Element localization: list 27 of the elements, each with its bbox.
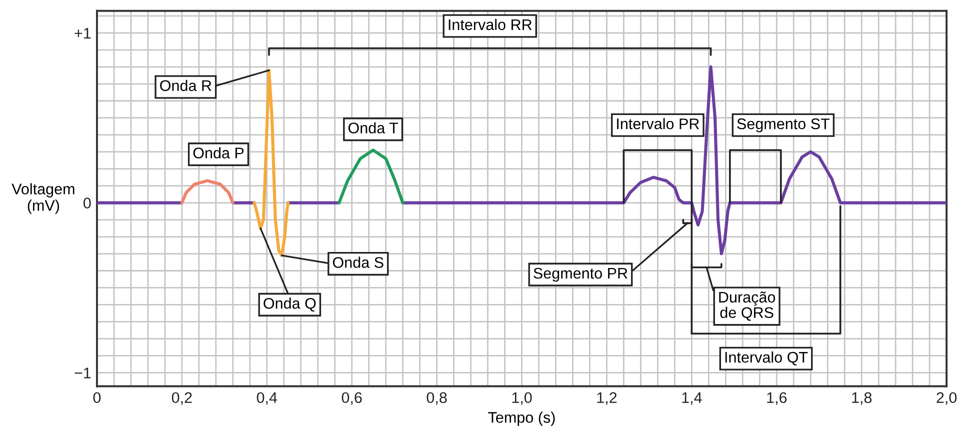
y-tick-label: +1: [74, 28, 91, 38]
x-tick-label: 1,6: [767, 392, 787, 405]
annotation: Intervalo RR: [448, 18, 532, 30]
x-axis-title: Tempo (s): [488, 412, 555, 426]
x-tick-label: 0: [93, 392, 101, 404]
annotation: Onda T: [348, 122, 398, 134]
x-tick-label: 0,4: [256, 392, 278, 405]
annotation: Duração de QRS: [719, 291, 776, 321]
x-tick-label: 0,6: [342, 392, 362, 405]
annotation: Onda P: [193, 147, 244, 158]
annotation: Segmento PR: [534, 268, 628, 282]
y-tick-label: 0: [84, 198, 91, 208]
x-tick-label: 0,2: [172, 392, 192, 405]
y-tick-label: −1: [74, 368, 91, 378]
x-tick-label: 0,8: [426, 392, 447, 405]
x-tick-label: 1,2: [597, 392, 617, 405]
annotation: Onda Q: [264, 298, 316, 312]
annotation: Onda R: [160, 80, 212, 92]
annotation: Intervalo PR: [617, 118, 700, 130]
x-tick-label: 2,0: [936, 392, 957, 405]
x-tick-label: 1,8: [852, 392, 872, 405]
x-tick-label: 1,4: [682, 392, 702, 405]
annotation: Onda S: [332, 256, 384, 268]
x-tick-label: 1,0: [512, 392, 532, 405]
annotation: Segmento ST: [737, 118, 830, 132]
annotation: Intervalo QT: [725, 351, 808, 366]
y-axis-title: Voltagem (mV): [12, 183, 74, 214]
